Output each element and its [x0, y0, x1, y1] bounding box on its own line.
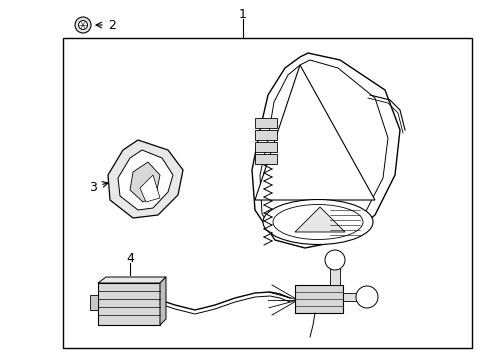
- Text: 2: 2: [108, 18, 116, 32]
- Circle shape: [79, 21, 87, 30]
- Bar: [98, 283, 160, 325]
- Bar: [90, 295, 98, 310]
- Circle shape: [355, 286, 377, 308]
- Text: 1: 1: [239, 8, 246, 21]
- Bar: [254, 142, 276, 152]
- Text: 4: 4: [126, 252, 134, 265]
- Polygon shape: [140, 175, 160, 202]
- Polygon shape: [98, 277, 165, 283]
- Bar: [254, 130, 276, 140]
- Bar: [63, 38, 471, 348]
- Polygon shape: [160, 277, 165, 325]
- Circle shape: [75, 17, 91, 33]
- Bar: [294, 285, 342, 313]
- Circle shape: [325, 250, 345, 270]
- Text: 3: 3: [89, 180, 97, 194]
- Bar: [342, 293, 357, 301]
- Polygon shape: [294, 207, 345, 232]
- Polygon shape: [251, 53, 399, 248]
- Ellipse shape: [272, 204, 362, 239]
- Polygon shape: [260, 60, 387, 243]
- Ellipse shape: [263, 199, 372, 244]
- Polygon shape: [118, 150, 173, 210]
- Bar: [254, 118, 276, 128]
- Bar: [254, 154, 276, 164]
- Bar: [329, 267, 339, 285]
- Polygon shape: [254, 65, 374, 200]
- Polygon shape: [130, 162, 160, 202]
- Polygon shape: [108, 140, 183, 218]
